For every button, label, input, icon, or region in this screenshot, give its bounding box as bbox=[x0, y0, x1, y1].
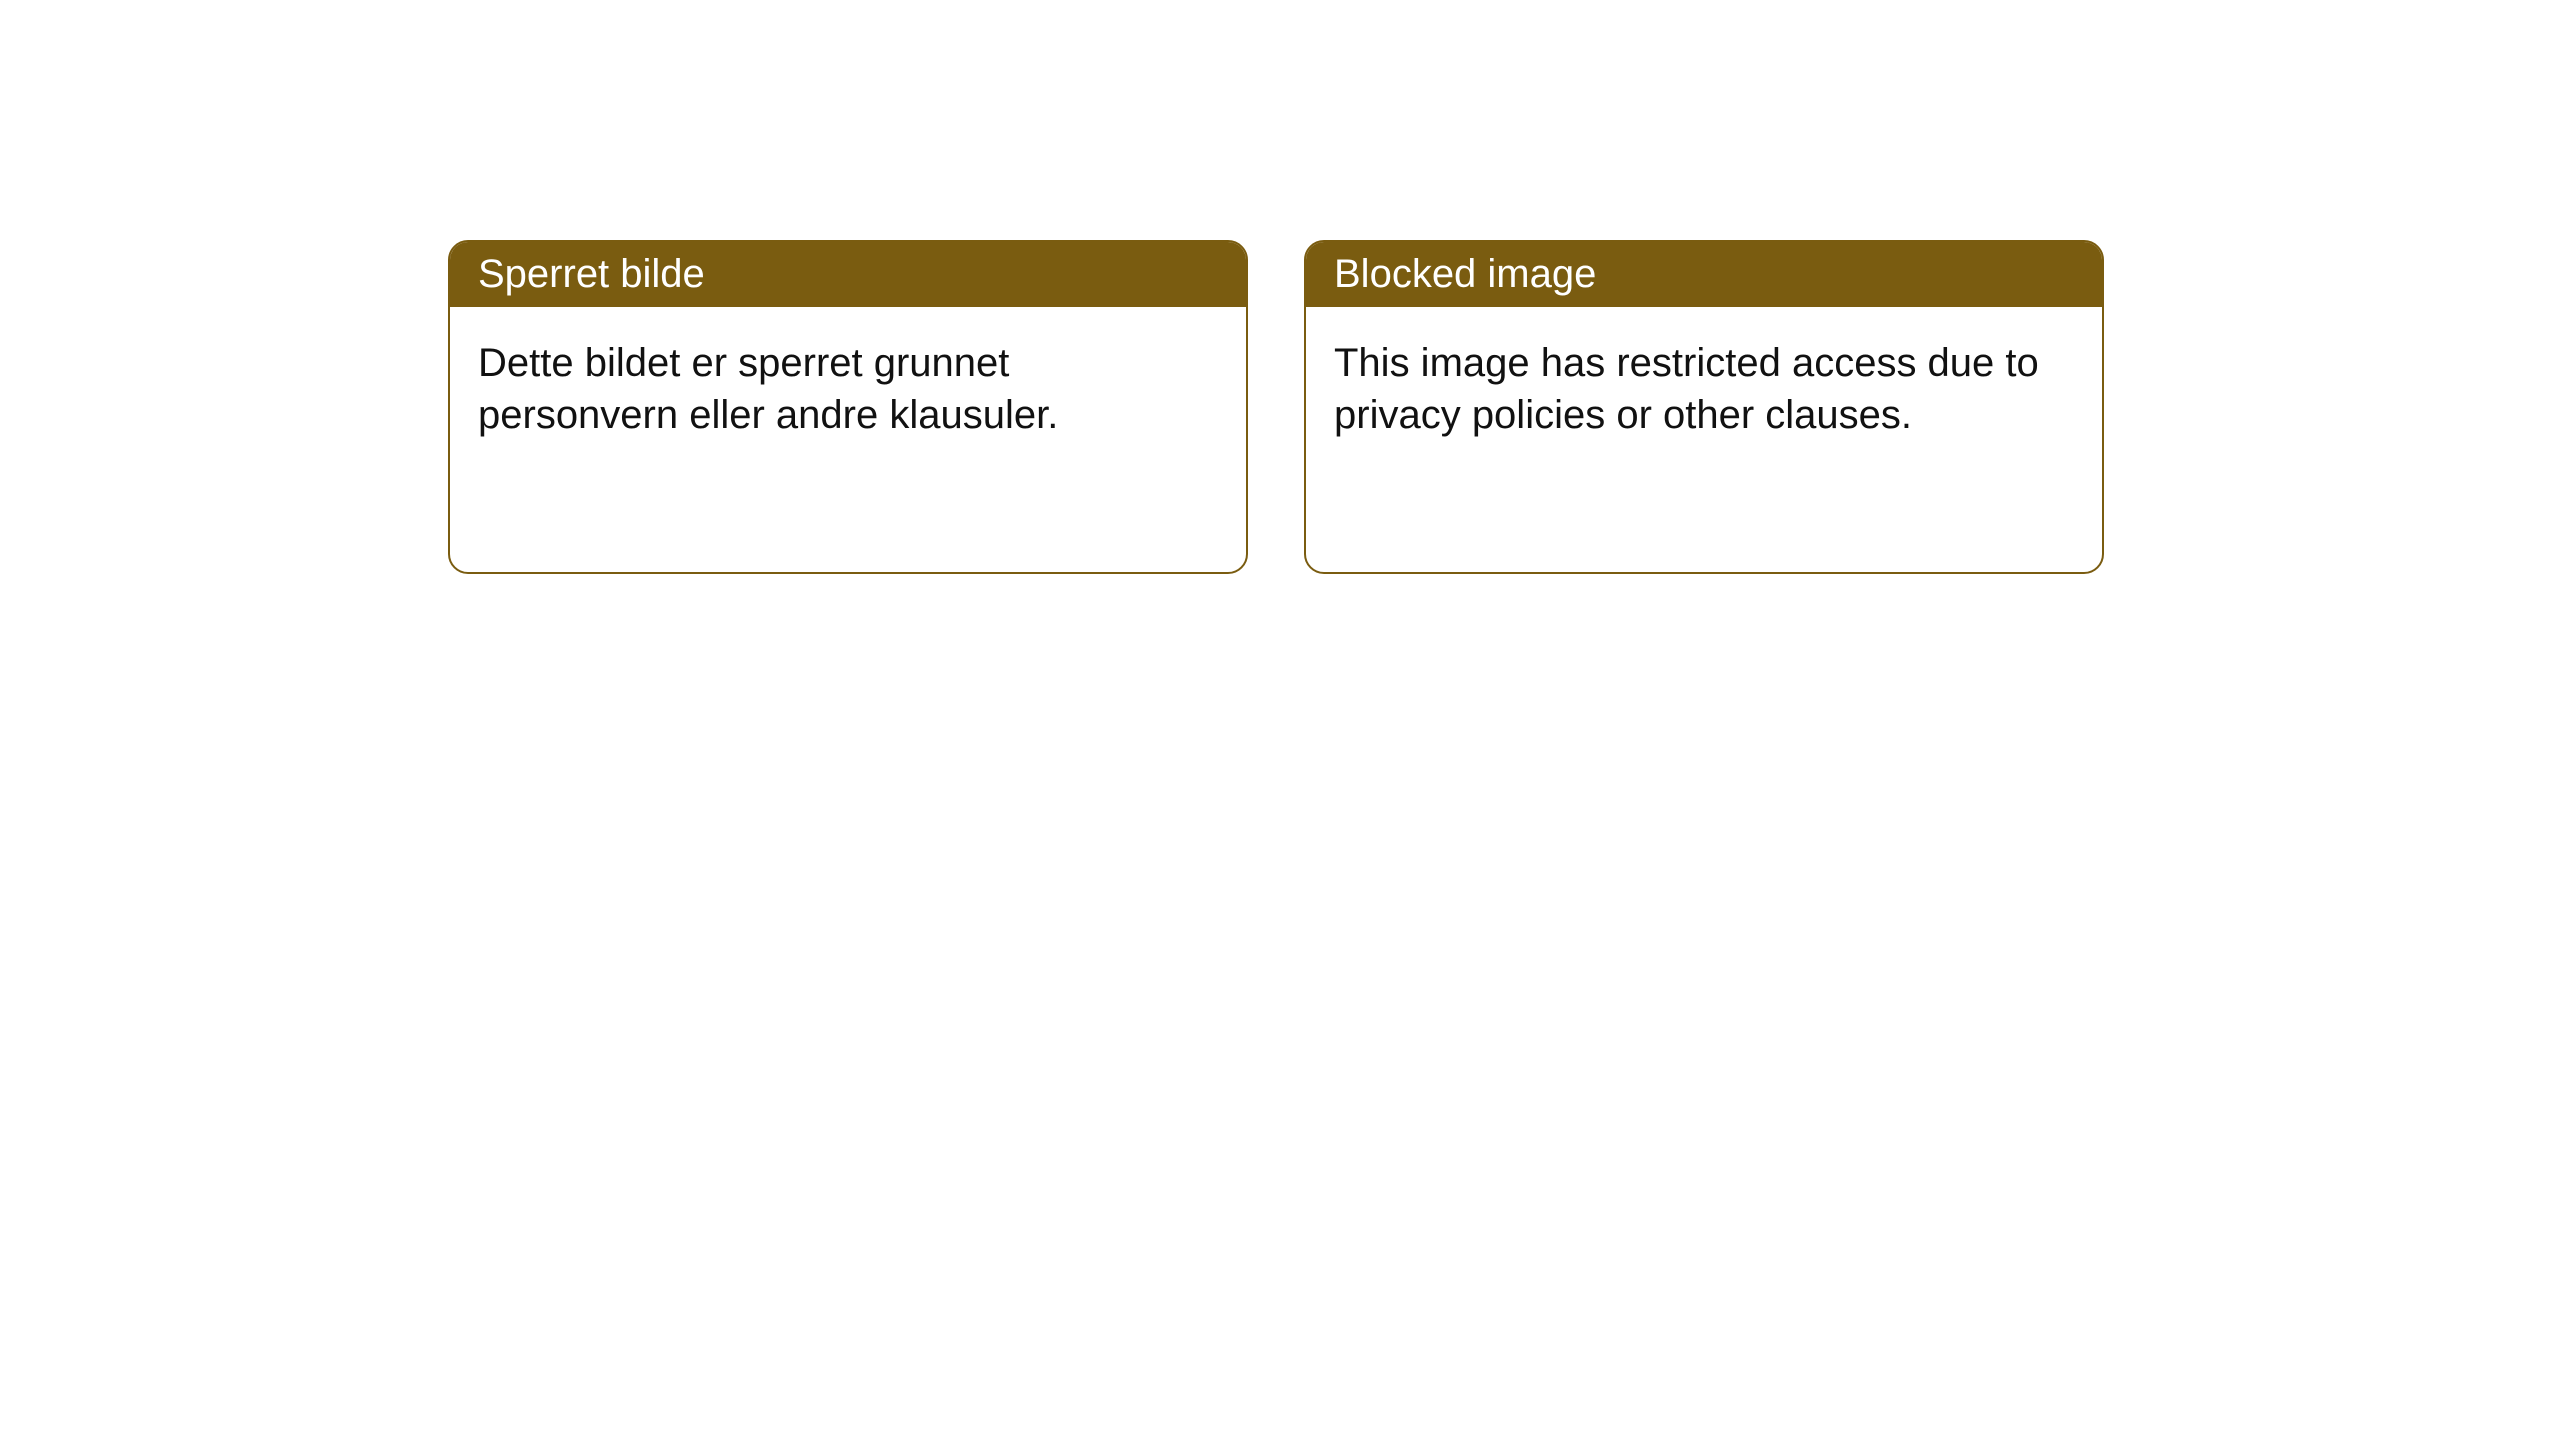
notice-card-en: Blocked image This image has restricted … bbox=[1304, 240, 2104, 574]
notice-title-en: Blocked image bbox=[1306, 242, 2102, 307]
notice-body-no: Dette bildet er sperret grunnet personve… bbox=[450, 307, 1246, 471]
notice-container: Sperret bilde Dette bildet er sperret gr… bbox=[0, 0, 2560, 574]
notice-title-no: Sperret bilde bbox=[450, 242, 1246, 307]
notice-card-no: Sperret bilde Dette bildet er sperret gr… bbox=[448, 240, 1248, 574]
notice-body-en: This image has restricted access due to … bbox=[1306, 307, 2102, 471]
